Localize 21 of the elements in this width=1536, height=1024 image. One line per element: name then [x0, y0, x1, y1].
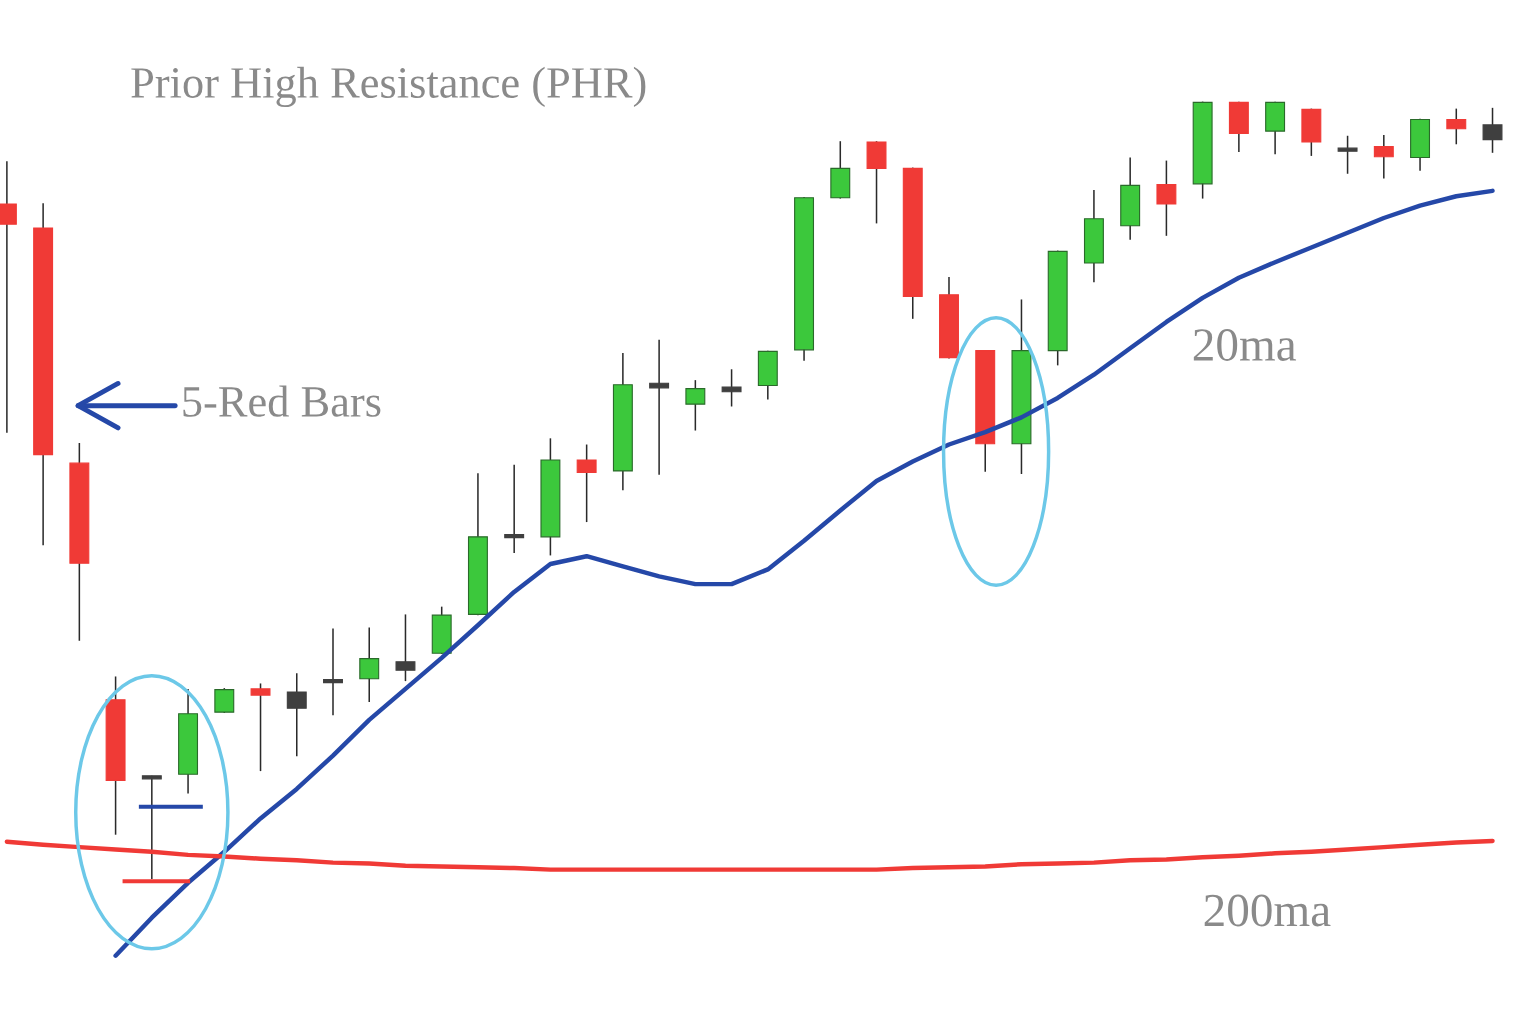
series-label: 200ma — [1204, 894, 1331, 927]
candlestick — [649, 339, 670, 475]
candlestick — [576, 444, 597, 523]
candlestick — [250, 683, 271, 772]
candlestick — [323, 628, 343, 716]
annotation: 5-Red Bars — [183, 385, 381, 417]
candlestick — [359, 627, 380, 703]
chart-title: Prior High Resistance (PHR) — [131, 66, 646, 108]
candlestick — [1482, 107, 1503, 153]
candlestick — [1446, 108, 1467, 145]
candlestick — [141, 775, 162, 879]
candlestick — [286, 673, 307, 757]
candlestick — [1373, 134, 1394, 179]
candlestick — [1156, 160, 1177, 236]
candlestick — [214, 688, 235, 713]
candlestick — [685, 380, 706, 431]
series-label: 20ma — [1193, 329, 1297, 361]
candlestick — [1337, 135, 1358, 174]
candlestick — [504, 464, 525, 554]
candlestick — [721, 369, 742, 407]
candlestick — [395, 614, 416, 682]
